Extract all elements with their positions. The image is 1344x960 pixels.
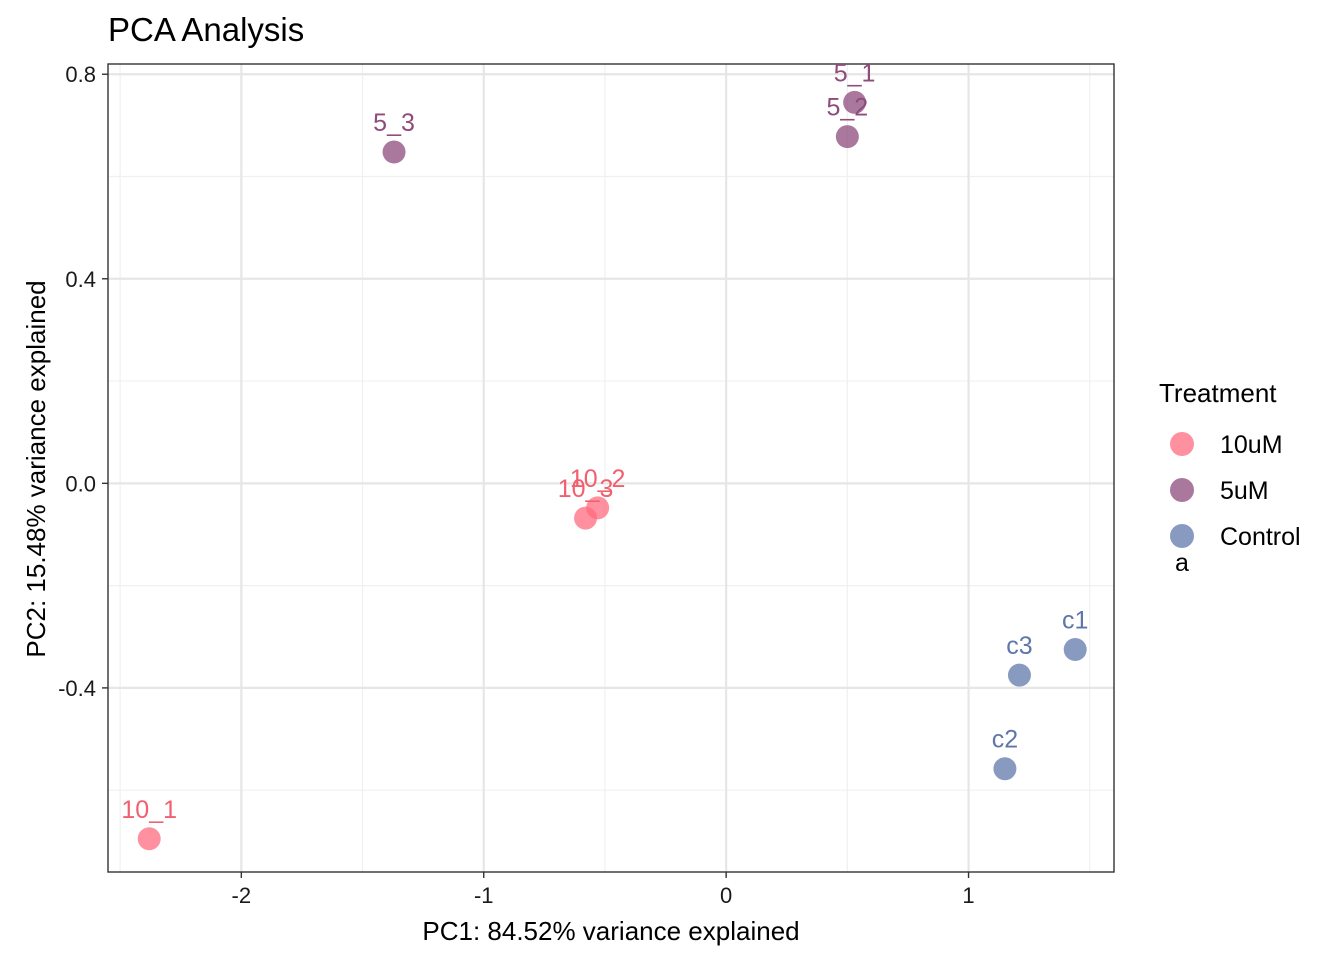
legend-title: Treatment bbox=[1159, 378, 1277, 408]
y-tick-label: 0.0 bbox=[65, 471, 96, 496]
data-point-label: 10_3 bbox=[558, 475, 614, 503]
legend-label: 10uM bbox=[1220, 431, 1283, 459]
legend-text-glyph: a bbox=[1175, 549, 1189, 577]
data-point bbox=[382, 140, 406, 164]
data-point bbox=[1063, 638, 1087, 662]
y-tick-label: 0.8 bbox=[65, 62, 96, 87]
legend-key-marker bbox=[1170, 478, 1194, 502]
x-tick-label: -2 bbox=[232, 883, 252, 908]
panel-background bbox=[108, 64, 1114, 872]
data-point-label: 5_1 bbox=[834, 59, 876, 87]
data-point bbox=[137, 827, 161, 851]
data-point bbox=[993, 757, 1017, 781]
plot-area: -2 -1 0 1 -0.4 0.0 0.4 0.8 10_1 10_210_3 5_1 5_2 5_3… bbox=[58, 59, 1115, 908]
data-point-label: c2 bbox=[992, 726, 1018, 754]
data-point-label: 10_1 bbox=[121, 796, 177, 824]
legend-key-marker bbox=[1170, 432, 1194, 456]
data-point bbox=[1007, 663, 1031, 687]
legend-key-marker bbox=[1170, 524, 1194, 548]
x-tick-label: -1 bbox=[474, 883, 494, 908]
legend-label: Control bbox=[1220, 523, 1301, 551]
data-point-label: 5_2 bbox=[826, 94, 868, 122]
legend: Treatment 10uM 5uM Control a bbox=[1159, 378, 1301, 577]
data-point bbox=[843, 90, 867, 114]
y-tick-label: -0.4 bbox=[58, 676, 96, 701]
data-point-label: 10_2 bbox=[570, 465, 626, 493]
data-point-label: c3 bbox=[1006, 632, 1032, 660]
x-tick-label: 1 bbox=[962, 883, 974, 908]
data-point-label: 5_3 bbox=[373, 109, 415, 137]
panel-border bbox=[107, 63, 1115, 873]
x-axis-title: PC1: 84.52% variance explained bbox=[422, 916, 799, 946]
data-point bbox=[835, 125, 859, 149]
y-tick-label: 0.4 bbox=[65, 267, 96, 292]
legend-label: 5uM bbox=[1220, 477, 1269, 505]
data-point-label: c1 bbox=[1062, 607, 1088, 635]
chart-title: PCA Analysis bbox=[108, 11, 304, 48]
data-point bbox=[574, 506, 598, 530]
y-axis-title: PC2: 15.48% variance explained bbox=[21, 280, 51, 657]
x-tick-label: 0 bbox=[720, 883, 732, 908]
